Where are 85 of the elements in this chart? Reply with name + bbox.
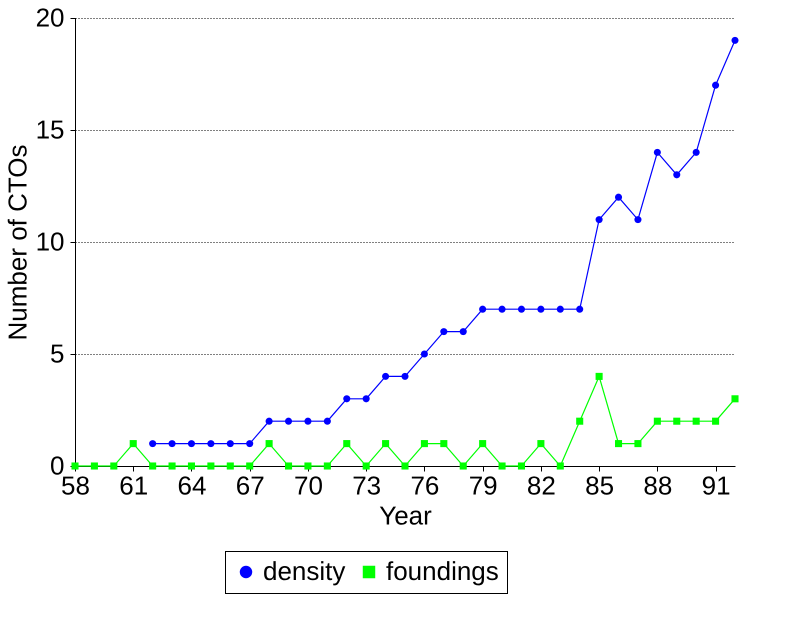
point	[460, 328, 467, 336]
x-tick-label: 91	[702, 470, 731, 500]
point	[226, 440, 234, 448]
x-tick-label: 70	[294, 470, 323, 500]
point	[634, 216, 642, 224]
point	[460, 462, 467, 470]
point	[537, 306, 544, 313]
point	[440, 440, 448, 448]
point	[226, 462, 234, 470]
x-tick-label: 85	[585, 470, 614, 500]
y-tick-label: 10	[36, 226, 64, 256]
point	[596, 372, 603, 380]
point	[324, 418, 331, 425]
point	[712, 418, 720, 425]
x-tick-label: 79	[468, 470, 498, 500]
point	[168, 440, 176, 448]
point	[479, 306, 486, 313]
point	[149, 462, 156, 470]
point	[266, 418, 273, 425]
point	[266, 440, 273, 448]
y-axis-title: Number of CTOs	[2, 144, 33, 341]
point	[149, 440, 156, 448]
point	[284, 462, 292, 470]
point	[518, 306, 526, 313]
point	[382, 372, 390, 380]
point	[207, 440, 214, 448]
point	[614, 194, 622, 201]
point	[634, 440, 642, 448]
point	[304, 462, 312, 470]
x-tick-label: 88	[643, 470, 672, 500]
point	[692, 418, 700, 425]
point	[304, 418, 312, 425]
point	[596, 216, 603, 224]
point	[420, 350, 428, 358]
point	[498, 462, 506, 470]
legend-label: density	[263, 556, 346, 586]
point	[712, 82, 720, 89]
y-tick-label: 20	[36, 2, 64, 32]
point	[284, 418, 292, 425]
point	[246, 462, 254, 470]
legend-label: foundings	[386, 556, 499, 586]
point	[654, 148, 661, 156]
point	[324, 462, 331, 470]
point	[614, 440, 622, 448]
point	[556, 462, 564, 470]
point	[343, 395, 350, 402]
x-tick-label: 67	[236, 470, 265, 500]
y-tick-label: 0	[50, 450, 64, 480]
x-axis-title: Year	[379, 500, 432, 530]
point	[343, 440, 350, 448]
point	[188, 440, 196, 448]
point	[673, 171, 680, 178]
point	[382, 440, 390, 448]
point	[673, 418, 680, 425]
point	[654, 418, 661, 425]
x-tick-label: 82	[526, 470, 556, 500]
y-tick-label: 15	[36, 114, 64, 144]
point	[440, 328, 448, 336]
point	[518, 462, 526, 470]
x-tick-label: 61	[119, 470, 148, 500]
point	[246, 440, 254, 448]
x-tick-label: 64	[178, 470, 206, 500]
point	[556, 306, 564, 313]
point	[188, 462, 196, 470]
point	[576, 306, 584, 313]
point	[479, 440, 486, 448]
point	[207, 462, 214, 470]
point	[362, 395, 370, 402]
x-tick-label: 73	[352, 470, 382, 500]
y-tick-label: 5	[50, 338, 64, 368]
point	[168, 462, 176, 470]
point	[110, 462, 118, 470]
point	[498, 306, 506, 313]
point	[401, 462, 409, 470]
point	[731, 36, 739, 44]
point	[130, 440, 137, 448]
x-tick-label: 76	[410, 470, 440, 500]
point	[537, 440, 544, 448]
point	[692, 148, 700, 156]
point	[576, 418, 584, 425]
point	[401, 372, 409, 380]
point	[362, 462, 370, 470]
point	[90, 462, 98, 470]
point	[420, 440, 428, 448]
point	[731, 395, 739, 402]
